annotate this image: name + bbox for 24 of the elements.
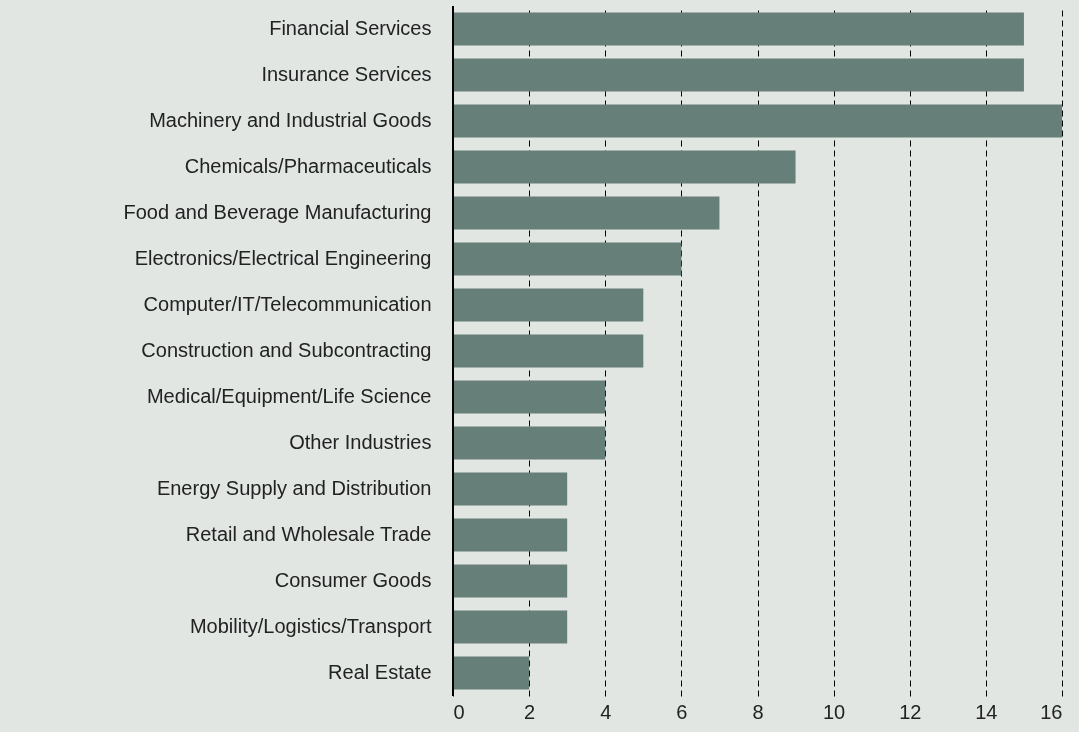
x-tick-label: 6 [676,700,688,723]
x-tick-label: 16 [1040,700,1063,723]
y-tick-label: Consumer Goods [274,569,432,591]
x-tick-label: 2 [524,700,536,723]
y-tick-label: Retail and Wholesale Trade [185,523,432,545]
x-tick-label: 4 [600,700,612,723]
y-tick-label: Electronics/Electrical Engineering [134,247,432,269]
y-tick-label: Construction and Subcontracting [141,339,432,361]
y-tick-label: Medical/Equipment/Life Science [146,385,432,407]
y-tick-label: Food and Beverage Manufacturing [123,201,432,223]
y-tick-label: Other Industries [289,431,432,453]
y-tick-label: Insurance Services [261,63,432,85]
x-tick-label: 12 [899,700,922,723]
x-tick-label: 14 [975,700,998,723]
y-tick-label: Machinery and Industrial Goods [149,109,432,131]
y-tick-label: Mobility/Logistics/Transport [189,615,432,637]
y-tick-label: Financial Services [269,17,432,39]
x-tick-label: 8 [752,700,764,723]
x-tick-label: 0 [453,700,465,723]
x-tick-label: 10 [823,700,846,723]
y-tick-label: Computer/IT/Telecommunication [143,293,432,315]
y-tick-label: Chemicals/Pharmaceuticals [184,155,432,177]
y-tick-label: Real Estate [328,661,432,683]
y-tick-label: Energy Supply and Distribution [156,477,432,499]
